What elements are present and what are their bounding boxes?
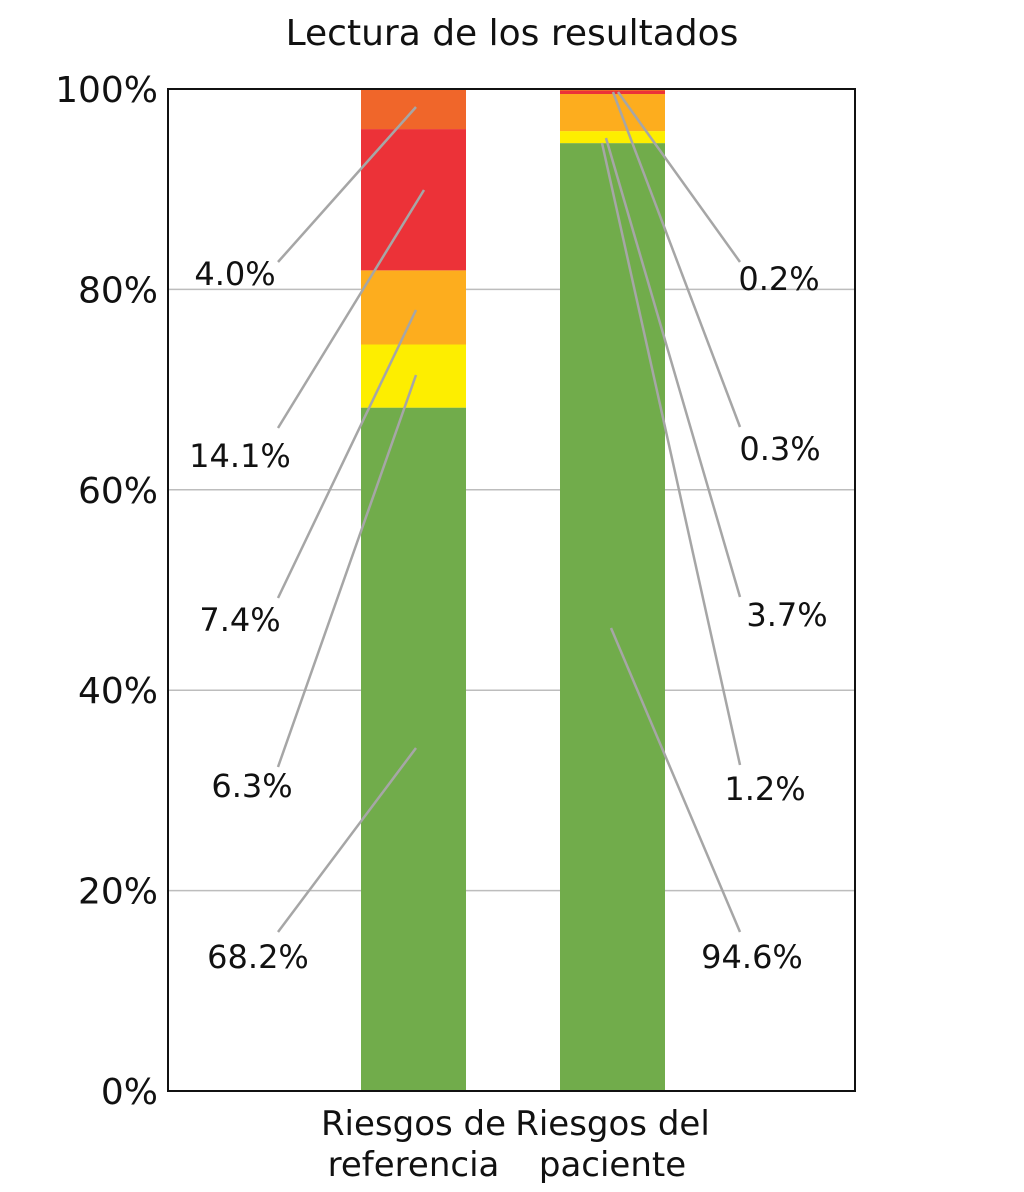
- bar-segment: [361, 129, 466, 271]
- bar-segment: [560, 94, 665, 132]
- leader-line: [276, 309, 418, 599]
- leader-line: [616, 91, 742, 263]
- leader-line: [277, 747, 417, 933]
- leader-line: [604, 137, 742, 598]
- data-label: 14.1%: [189, 437, 291, 475]
- bar-segment: [361, 344, 466, 408]
- y-axis-ticks: 0% 20% 40% 60% 80% 100%: [55, 70, 158, 1113]
- data-label: 4.0%: [194, 255, 275, 293]
- x-category-label: Riesgos del: [515, 1104, 710, 1144]
- data-label: 3.7%: [746, 596, 827, 634]
- leader-line: [277, 106, 417, 263]
- leader-line: [600, 142, 742, 766]
- y-tick-label: 0%: [101, 1072, 158, 1113]
- plot-frame: [167, 88, 856, 1092]
- y-tick-label: 20%: [78, 872, 158, 913]
- x-category-label: Riesgos de: [321, 1104, 506, 1144]
- leader-line: [609, 627, 742, 933]
- leader-line: [611, 91, 742, 428]
- leader-lines: [276, 91, 742, 933]
- data-label: 68.2%: [207, 938, 309, 976]
- data-labels: 68.2% 6.3% 7.4% 14.1% 4.0% 94.6% 1.2% 3.7% 0.3% 0…: [189, 255, 827, 976]
- bar-segment: [361, 270, 466, 345]
- data-label: 94.6%: [701, 938, 803, 976]
- chart-title: Lectura de los resultados: [286, 13, 739, 54]
- data-label: 7.4%: [199, 601, 280, 639]
- bar-segment: [560, 131, 665, 144]
- data-label: 0.3%: [739, 430, 820, 468]
- grid-lines: [168, 288, 855, 892]
- leader-line: [276, 189, 426, 429]
- bar-segment: [560, 143, 665, 1091]
- y-tick-label: 60%: [78, 471, 158, 512]
- x-category-label: referencia: [328, 1145, 500, 1185]
- bars: [361, 89, 665, 1091]
- x-category-label: paciente: [539, 1145, 686, 1185]
- data-label: 1.2%: [724, 770, 805, 808]
- bar-segment: [560, 89, 665, 92]
- y-tick-label: 40%: [78, 671, 158, 712]
- y-tick-label: 80%: [78, 270, 158, 311]
- leader-line: [276, 374, 418, 768]
- y-tick-label: 100%: [55, 70, 158, 111]
- data-label: 0.2%: [738, 260, 819, 298]
- data-label: 6.3%: [211, 767, 292, 805]
